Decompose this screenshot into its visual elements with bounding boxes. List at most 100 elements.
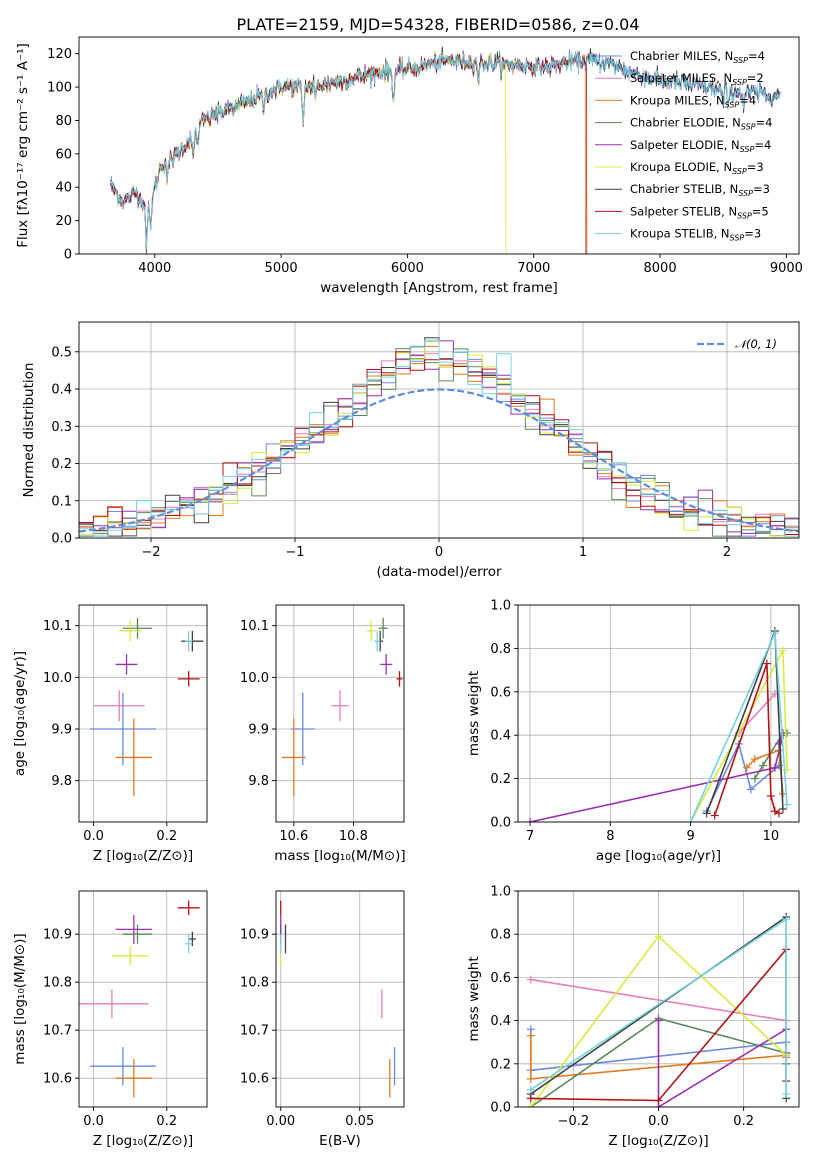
axes-residuals: −2 −1 0 1 2 0.0 0.1 0.2 0.3 0.4 0.5 (data-model)/er… — [21, 321, 800, 580]
y-axis-label: age [log₁₀(age/yr)] — [12, 651, 28, 776]
legend-label-kroupa_miles: Kroupa MILES, NSSP=4 — [630, 93, 756, 109]
x-axis-label: Z [log₁₀(Z/Z⊙)] — [608, 1133, 708, 1149]
x-tick-label: 0.2 — [156, 1114, 177, 1129]
x-tick-label: 5000 — [265, 261, 298, 276]
x-tick-label: 0.2 — [156, 829, 177, 844]
axes-mass_vs_ebv: 0.00 0.05 10.6 10.7 10.8 10.9 E(B-V) — [240, 890, 405, 1149]
y-tick-label: 10.0 — [43, 671, 72, 686]
y-tick-label: 10.1 — [43, 619, 72, 634]
x-tick-label: 9000 — [770, 261, 803, 276]
y-tick-label: 10.6 — [240, 1072, 269, 1087]
legend-label-kroupa_elodie: Kroupa ELODIE, NSSP=3 — [630, 160, 764, 176]
y-axis-label: Flux [fλ10⁻¹⁷ erg cm⁻² s⁻¹ A⁻¹] — [15, 43, 31, 248]
y-tick-label: 60 — [55, 147, 72, 162]
axes-frame — [517, 890, 800, 1108]
axes-spectrum: 4000 5000 6000 7000 8000 9000 0 20 40 60 80 100 120 w… — [15, 36, 803, 296]
x-tick-label: 7000 — [517, 261, 550, 276]
y-tick-label: 0.6 — [490, 685, 511, 700]
weight-line-salpeter_stelib — [713, 663, 780, 816]
y-tick-label: 0.1 — [51, 494, 72, 509]
legend-label-salpeter_stelib: Salpeter STELIB, NSSP=5 — [630, 204, 769, 220]
x-axis-label: mass [log₁₀(M/M⊙)] — [274, 848, 405, 864]
y-tick-label: 20 — [55, 214, 72, 229]
y-tick-label: 0.0 — [490, 816, 511, 831]
y-axis-label: mass weight — [466, 956, 482, 1041]
axes-weight_vs_Z: −0.2 0.0 0.2 0.0 0.2 0.4 0.6 0.8 1.0 Z [log₁₀(Z/Z… — [466, 885, 800, 1149]
legend-label-chabrier_miles: Chabrier MILES, NSSP=4 — [630, 49, 765, 65]
x-tick-label: 10.6 — [279, 829, 308, 844]
axes-frame — [78, 890, 208, 1108]
axes-mass_vs_Z: 0.0 0.2 10.6 10.7 10.8 10.9 Z [log₁₀(Z/Z⊙)] mas… — [12, 890, 208, 1149]
axes-weight_vs_age: 7 8 9 10 0.0 0.2 0.4 0.6 0.8 1.0 age [log₁₀(age/yr… — [466, 599, 800, 864]
x-tick-label: 8 — [606, 829, 614, 844]
plot-area-mass_vs_Z — [79, 900, 200, 1098]
y-tick-label: 1.0 — [490, 599, 511, 614]
y-tick-label: 0.2 — [490, 1057, 511, 1072]
x-tick-label: 0.0 — [83, 829, 104, 844]
y-tick-label: 0.2 — [51, 457, 72, 472]
plot-area-age_vs_Z — [89, 617, 204, 797]
y-axis-label: mass weight — [466, 671, 482, 756]
legend-label-kroupa_stelib: Kroupa STELIB, NSSP=3 — [630, 227, 761, 243]
x-tick-label: 10.8 — [339, 829, 368, 844]
y-tick-label: 10.8 — [240, 976, 269, 991]
y-tick-label: 120 — [47, 47, 72, 62]
legend-label-salpeter_elodie: Salpeter ELODIE, NSSP=4 — [630, 138, 771, 154]
plot-area-residuals — [79, 337, 799, 537]
y-tick-label: 10.9 — [240, 928, 269, 943]
axes-frame — [275, 890, 405, 1108]
axes-frame — [78, 36, 800, 255]
x-tick-label: 8000 — [644, 261, 677, 276]
x-tick-label: 1 — [579, 545, 587, 560]
x-tick-label: 7 — [526, 829, 534, 844]
x-tick-label: −1 — [285, 545, 304, 560]
figure-title: PLATE=2159, MJD=54328, FIBERID=0586, z=0… — [236, 15, 639, 34]
legend-label-salpeter_miles: Salpeter MILES, NSSP=2 — [630, 71, 764, 87]
x-tick-label: 0.05 — [345, 1114, 374, 1129]
y-tick-label: 0.0 — [51, 532, 72, 547]
axes-frame — [517, 604, 800, 823]
y-tick-label: 0.4 — [51, 383, 72, 398]
y-tick-label: 1.0 — [490, 885, 511, 900]
y-tick-label: 100 — [47, 81, 72, 96]
x-tick-label: 0.0 — [83, 1114, 104, 1129]
x-tick-label: 10 — [763, 829, 780, 844]
y-tick-label: 9.9 — [248, 723, 269, 738]
y-tick-label: 10.7 — [43, 1024, 72, 1039]
y-tick-label: 9.8 — [248, 774, 269, 789]
weight-line-salpeter_miles — [530, 978, 787, 1022]
axes-age_vs_Z: 0.0 0.2 9.8 9.9 10.0 10.1 Z [log₁₀(Z/Z⊙)] age [… — [12, 604, 208, 864]
legend-label-chabrier_stelib: Chabrier STELIB, NSSP=3 — [630, 182, 770, 198]
y-tick-label: 10.9 — [43, 928, 72, 943]
y-tick-label: 0.4 — [490, 729, 511, 744]
x-tick-label: −2 — [141, 545, 160, 560]
x-axis-label: Z [log₁₀(Z/Z⊙)] — [93, 848, 193, 864]
weight-line-chabrier_miles — [705, 741, 780, 812]
x-tick-label: 0.00 — [266, 1114, 295, 1129]
y-tick-label: 40 — [55, 181, 72, 196]
y-tick-label: 0.0 — [490, 1101, 511, 1116]
legend-normal-label: 𝒩(0, 1) — [735, 337, 777, 351]
histogram-kroupa_stelib — [79, 339, 799, 537]
weight-line-salpeter_elodie — [529, 734, 784, 822]
axes-frame — [275, 604, 405, 823]
y-tick-label: 10.7 — [240, 1024, 269, 1039]
y-tick-label: 0.3 — [51, 420, 72, 435]
x-tick-label: 9 — [686, 829, 694, 844]
y-tick-label: 80 — [55, 114, 72, 129]
spectrum-line-kroupa_stelib — [110, 50, 781, 250]
x-tick-label: 6000 — [391, 261, 424, 276]
x-axis-label: age [log₁₀(age/yr)] — [596, 848, 721, 864]
legend-label-chabrier_elodie: Chabrier ELODIE, NSSP=4 — [630, 116, 772, 132]
y-tick-label: 0.8 — [490, 642, 511, 657]
plots-container: 4000 5000 6000 7000 8000 9000020406080100120w… — [12, 36, 803, 1149]
x-tick-label: 0 — [435, 545, 443, 560]
plot-area-weight_vs_age — [526, 627, 791, 822]
y-tick-label: 0 — [64, 248, 72, 263]
plot-area-weight_vs_Z — [526, 912, 791, 1107]
y-axis-label: Normed distribution — [21, 363, 37, 498]
normal-curve — [79, 388, 799, 533]
y-tick-label: 10.6 — [43, 1072, 72, 1087]
x-axis-label: E(B-V) — [319, 1133, 361, 1149]
y-tick-label: 0.8 — [490, 928, 511, 943]
